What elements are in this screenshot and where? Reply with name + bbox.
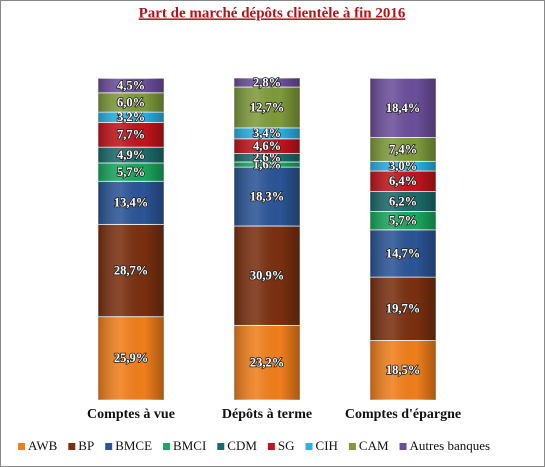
legend-label: AWB [28, 438, 58, 453]
bar-shade [98, 78, 164, 93]
bar-shade [234, 153, 300, 162]
legend-swatch [267, 443, 275, 450]
value-label: 7,4% [389, 142, 417, 156]
value-label: 6,4% [389, 174, 417, 188]
value-label: 12,7% [250, 100, 284, 114]
bar-shade [234, 161, 300, 168]
legend-label: CIH [316, 438, 338, 453]
bar-shade [234, 167, 300, 226]
value-label: 30,9% [250, 269, 284, 283]
bar-shade [98, 147, 164, 163]
value-label: 3,4% [253, 126, 281, 140]
bar-shade [370, 137, 436, 162]
bar-shade [234, 138, 300, 154]
legend-swatch [305, 443, 313, 450]
legend-label: BP [78, 438, 94, 453]
bar-shade [370, 191, 436, 212]
value-label: 7,7% [117, 128, 145, 142]
bar-shade [234, 225, 300, 326]
legend-swatch [18, 443, 25, 450]
value-label: 23,2% [250, 356, 284, 370]
legend-label: CAM [359, 438, 389, 453]
legend-label: SG [278, 438, 295, 453]
value-label: 28,7% [114, 263, 148, 277]
chart-title: Part de marché dépôts clientèle à fin 20… [139, 5, 406, 21]
bar-shade [370, 78, 436, 138]
value-label: 4,9% [117, 148, 145, 162]
value-label: 18,3% [250, 189, 284, 203]
legend-swatch [68, 443, 76, 450]
bar-shade [370, 277, 436, 341]
x-tick-label: Comptes à vue [87, 407, 175, 422]
value-label: 18,4% [386, 101, 420, 115]
bar-shade [370, 211, 436, 230]
bar-shade [98, 122, 164, 148]
bar-shade [234, 127, 300, 139]
value-label: 4,6% [253, 139, 281, 153]
bar-shade [98, 162, 164, 182]
bar-shade [234, 325, 300, 400]
bar-shade [98, 316, 164, 400]
value-label: 25,9% [114, 351, 148, 365]
value-label: 3,2% [117, 110, 145, 124]
value-label: 18,5% [386, 363, 420, 377]
bar-shade [98, 112, 164, 123]
value-label: 13,4% [114, 196, 148, 210]
bar-shade [370, 161, 436, 171]
bar-shade [98, 224, 164, 317]
legend-swatch [399, 443, 407, 450]
value-label: 14,7% [386, 246, 420, 260]
value-label: 3,0% [389, 159, 417, 173]
bar-shade [234, 78, 300, 88]
value-label: 19,7% [386, 302, 420, 316]
bar-shade [98, 92, 164, 113]
legend-swatch [163, 443, 171, 450]
legend-swatch [348, 443, 356, 450]
bar-shade [370, 229, 436, 278]
value-label: 5,7% [389, 214, 417, 228]
legend-swatch [105, 443, 113, 450]
x-tick-label: Dépôts à terme [222, 407, 312, 422]
legend-swatch [217, 443, 225, 450]
value-label: 4,5% [117, 78, 145, 92]
value-label: 5,7% [117, 165, 145, 179]
bar-shade [98, 181, 164, 225]
value-label: 6,2% [389, 194, 417, 208]
legend-label: Autres banques [410, 438, 491, 453]
legend-label: BMCE [115, 438, 152, 453]
x-tick-label: Comptes d'épargne [345, 407, 461, 422]
bar-shade [370, 340, 436, 400]
bar-shade [370, 170, 436, 192]
legend-label: CDM [227, 438, 257, 453]
bar-shade [234, 87, 300, 128]
value-label: 6,0% [117, 95, 145, 109]
legend-label: BMCI [173, 438, 206, 453]
value-label: 2,8% [253, 75, 281, 89]
